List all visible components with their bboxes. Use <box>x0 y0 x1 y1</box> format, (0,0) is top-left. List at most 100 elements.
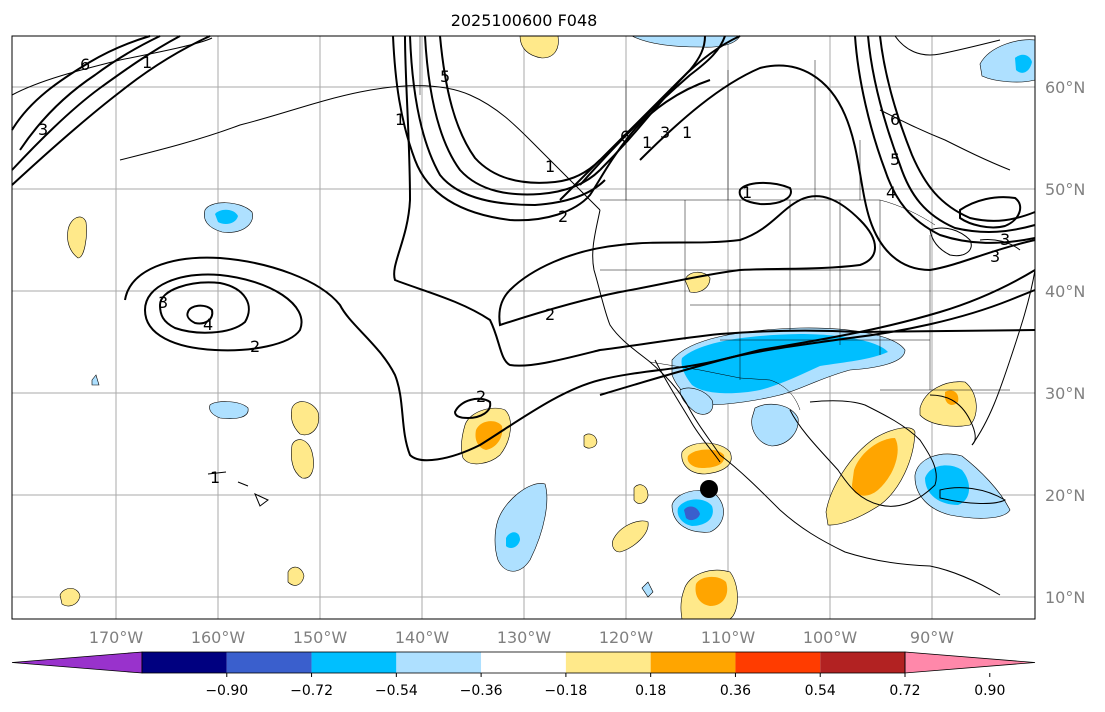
contour-label: 1 <box>742 183 752 202</box>
colorbar-swatch <box>142 652 227 673</box>
positive-anomaly-small-a <box>583 433 598 449</box>
contour-label: 3 <box>660 123 670 142</box>
negative-anomaly-pacific-mid <box>209 401 249 419</box>
cuba <box>939 487 1007 505</box>
contour-label: 3 <box>990 247 1000 266</box>
positive-anomaly-pacific-small <box>287 566 305 586</box>
contour-label: 6 <box>620 127 630 146</box>
lat-label-50n: 50°N <box>1045 180 1085 199</box>
colorbar-tick-label: −0.36 <box>460 683 503 699</box>
lat-label-60n: 60°N <box>1045 78 1085 97</box>
negative-anomaly-east-pacific <box>494 483 548 572</box>
colorbar-outline <box>141 651 906 674</box>
contour-label: 3 <box>158 293 168 312</box>
negative-anomaly-hudson-core <box>1015 54 1032 73</box>
positive-anomaly-pacific-mid-b <box>291 439 314 479</box>
contour-alaska-2 <box>19 35 161 151</box>
contour-trough-west-4 <box>439 35 601 184</box>
lon-label-130w: 130°W <box>497 628 552 647</box>
contour-2-inner <box>498 195 876 327</box>
latitude-labels: 60°N 50°N 40°N 30°N 20°N 10°N <box>1045 78 1085 607</box>
colorbar-tick-label: 0.18 <box>635 683 666 699</box>
map-frame <box>11 35 1036 620</box>
mexico-pacific-coast <box>719 454 1001 596</box>
contour-label: 2 <box>558 207 568 226</box>
contour-pacific-high-2 <box>143 273 303 352</box>
contour-ridge-top-2 <box>579 35 726 186</box>
positive-anomaly-gulf-mexico-core <box>852 438 898 496</box>
contour-small-pacific-loop <box>453 397 492 420</box>
contour-label: 5 <box>440 67 450 86</box>
positive-anomaly-gulf-california-core <box>687 449 725 468</box>
lon-label-100w: 100°W <box>803 628 858 647</box>
positive-anomaly-pacific-mid-a <box>290 401 320 436</box>
contour-east-south <box>599 269 1036 396</box>
colorbar-swatch <box>311 652 397 673</box>
contour-pacific-high-center <box>186 304 214 325</box>
positive-anomaly-florida <box>919 381 977 427</box>
lon-label-120w: 120°W <box>599 628 654 647</box>
colorbar-tick-label: 0.54 <box>805 683 836 699</box>
colorbar-swatch <box>226 652 312 673</box>
colorbar-tick-label: 0.72 <box>889 683 920 699</box>
negative-anomaly-canada-top <box>631 35 741 48</box>
contour-label: 3 <box>1000 230 1010 249</box>
longitude-labels: 170°W 160°W 150°W 140°W 130°W 120°W 110°… <box>89 628 954 647</box>
negative-anomaly-tropical-strong <box>684 506 700 521</box>
positive-anomaly-small-c <box>612 520 649 553</box>
contour-1-north <box>393 35 1036 367</box>
negative-anomaly-baja <box>679 387 714 415</box>
contour-east-1 <box>854 35 1036 244</box>
contour-label: 4 <box>203 315 213 334</box>
positive-anomaly-alaska-top <box>519 35 559 59</box>
colorbar-swatch <box>565 652 651 673</box>
colorbar-swatch <box>735 652 821 673</box>
contour-label: 6 <box>890 110 900 129</box>
contour-label: 1 <box>682 123 692 142</box>
east-coast <box>971 269 1036 446</box>
contour-label: 1 <box>642 133 652 152</box>
contour-east-2 <box>867 35 1036 233</box>
colorbar-tick-label: −0.72 <box>290 683 333 699</box>
lat-label-20n: 20°N <box>1045 486 1085 505</box>
map-panel[interactable]: 6 1 3 1 2 1 5 6 1 3 1 1 6 5 4 3 3 2 2 3 … <box>0 0 1036 620</box>
colorbar-extend-min <box>11 651 143 674</box>
negative-anomaly-pacific-north-core <box>215 209 238 224</box>
great-lakes <box>929 227 1021 257</box>
contour-alaska-4 <box>11 35 211 186</box>
contour-trough-west-2 <box>409 35 606 207</box>
colorbar-swatch <box>396 652 482 673</box>
positive-anomaly-pacific-sw <box>59 588 81 607</box>
hawaii <box>207 471 269 507</box>
lon-label-170w: 170°W <box>89 628 144 647</box>
contour-alaska-3 <box>11 35 181 171</box>
colorbar-tick-label: −0.90 <box>205 683 248 699</box>
us-mexico-border <box>649 361 801 411</box>
contour-label: 1 <box>210 468 220 487</box>
contour-trough-west-3 <box>424 35 601 196</box>
contour-trough-west <box>392 35 711 222</box>
negative-anomaly-southwest-us-core <box>681 334 888 394</box>
negative-anomaly-tropical-tiny <box>641 581 654 598</box>
contour-alaska-1 <box>11 35 151 131</box>
contour-small-loop <box>738 182 792 206</box>
colorbar-tick-label: −0.18 <box>544 683 587 699</box>
lat-label-30n: 30°N <box>1045 384 1085 403</box>
storm-position-marker[interactable] <box>700 480 718 498</box>
lat-label-40n: 40°N <box>1045 282 1085 301</box>
negative-anomaly-pacific-tiny <box>91 374 100 386</box>
contour-ridge-top <box>559 35 741 201</box>
colorbar-swatch <box>650 652 736 673</box>
contour-east-4 <box>959 196 1022 229</box>
west-coast-north-america <box>592 209 721 456</box>
contour-label: 1 <box>545 157 555 176</box>
contour-label: 4 <box>886 183 896 202</box>
contour-label: 2 <box>476 387 486 406</box>
positive-anomaly-pacific-west <box>67 216 87 259</box>
contour-label: 1 <box>142 53 152 72</box>
contour-canada-loop <box>639 64 1036 272</box>
contour-label: 5 <box>890 150 900 169</box>
positive-anomaly-small-b <box>633 484 649 504</box>
contour-ridge-top-3 <box>599 35 706 171</box>
gulf-of-mexico-coast <box>789 400 937 507</box>
